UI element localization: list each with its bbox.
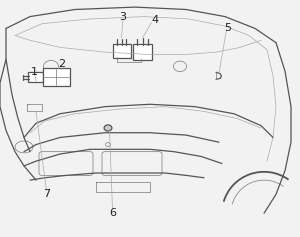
FancyBboxPatch shape xyxy=(43,68,70,86)
Text: 5: 5 xyxy=(224,23,232,33)
Text: 4: 4 xyxy=(151,15,158,25)
FancyBboxPatch shape xyxy=(39,152,93,175)
FancyBboxPatch shape xyxy=(102,152,162,175)
Circle shape xyxy=(44,60,59,72)
Text: 7: 7 xyxy=(43,189,50,199)
Text: 6: 6 xyxy=(109,208,116,218)
Text: 1: 1 xyxy=(31,67,38,77)
Circle shape xyxy=(173,61,187,72)
Text: 2: 2 xyxy=(58,59,65,69)
FancyBboxPatch shape xyxy=(28,72,43,82)
Circle shape xyxy=(106,143,110,146)
FancyBboxPatch shape xyxy=(133,44,152,60)
Text: 3: 3 xyxy=(119,12,127,22)
FancyBboxPatch shape xyxy=(113,44,131,58)
Circle shape xyxy=(104,125,112,131)
